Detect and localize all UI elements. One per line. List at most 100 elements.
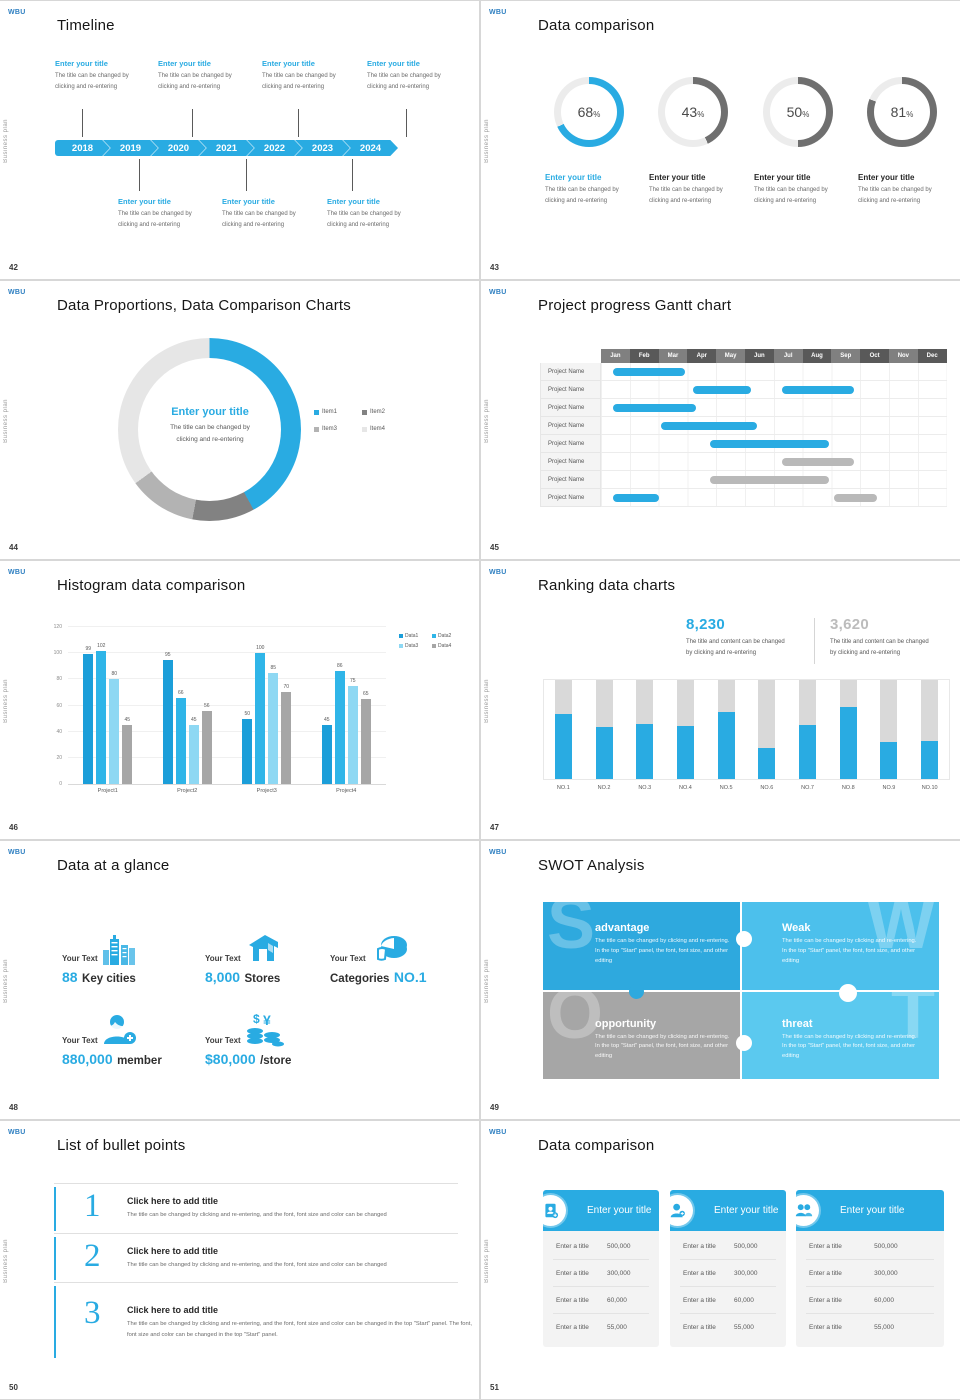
swot-body: The title can be changed by clicking and… <box>595 938 730 964</box>
ranking-fill <box>636 723 654 779</box>
puzzle-knob <box>839 984 857 1002</box>
side-label: Business plan <box>3 119 9 163</box>
bar-value-label: 65 <box>362 690 369 697</box>
card-header: Enter your title <box>662 1190 786 1231</box>
timeline-entry-title: Enter your title <box>118 197 171 206</box>
comparison-card: Enter your title Enter a title 500,000 Ente… <box>662 1190 786 1347</box>
bar-value-label: 45 <box>124 717 131 724</box>
slide-50-bullet-list[interactable]: WBU Business plan List of bullet points … <box>0 1121 479 1399</box>
x-category-label: Project3 <box>256 788 277 794</box>
list-item: 2 Click here to add title The title can be… <box>54 1233 458 1283</box>
timeline-year: 2019 <box>103 140 158 156</box>
timeline-year-row: 2018 2019 2020 2021 2022 2023 2024 <box>55 140 398 156</box>
gantt-header-row: Jan Feb Mar Apr May Jun Jul Aug Sep Oct Nov Dec <box>540 349 947 363</box>
row-value: 55,000 <box>607 1324 627 1331</box>
histogram-plot: 99 102 80 45 95 66 45 56 50 100 85 70 45 86 75 65 <box>68 626 386 785</box>
gantt-bar <box>612 368 685 376</box>
bar-value-label: 99 <box>85 646 92 653</box>
slide-46-histogram[interactable]: WBU Business plan Histogram data compari… <box>0 561 479 839</box>
slide-44-data-proportions[interactable]: WBU Business plan Data Proportions, Data… <box>0 281 479 559</box>
gantt-row-label: Project Name <box>540 363 601 381</box>
timeline-entry-title: Enter your title <box>367 59 420 68</box>
gantt-row-track <box>601 489 947 507</box>
legend-label: Data3 <box>405 643 419 649</box>
page-number: 45 <box>490 543 499 552</box>
page-number: 51 <box>490 1383 499 1392</box>
gantt-row-track <box>601 435 947 453</box>
card-row: Enter a title 300,000 <box>796 1260 944 1287</box>
slide-51-data-comparison-cards[interactable]: WBU Business plan Data comparison 51 Ent… <box>481 1121 960 1399</box>
slide-title: Data at a glance <box>57 857 170 874</box>
ranking-fill <box>717 711 735 779</box>
legend-swatch <box>399 644 403 648</box>
bar-value-label: 56 <box>203 702 210 709</box>
gantt-row-label: Project Name <box>540 417 601 435</box>
ranking-fill <box>554 713 572 779</box>
gantt-month-cell: Mar <box>658 349 688 363</box>
timeline-connector <box>192 109 193 137</box>
gantt-bar <box>693 386 751 394</box>
row-value: 60,000 <box>607 1297 627 1304</box>
timeline-entry-body: The title can be changed by clicking and … <box>367 73 441 91</box>
slide-45-gantt[interactable]: WBU Business plan Project progress Gantt… <box>481 281 960 559</box>
ranking-category-label: NO.8 <box>841 785 855 791</box>
histogram-bar <box>162 659 173 784</box>
card-row: Enter a title 55,000 <box>543 1314 659 1341</box>
bar-value-label: 70 <box>283 684 290 691</box>
card-title: Enter your title <box>714 1205 779 1216</box>
ranking-fill <box>921 741 939 779</box>
donut-body: The title can be changed by clicking and … <box>170 424 250 444</box>
slide-48-data-at-a-glance[interactable]: WBU Business plan Data at a glance 48 Yo… <box>0 841 479 1119</box>
ring-caption-title: Enter your title <box>858 173 915 182</box>
city-icon <box>102 933 138 965</box>
card-row: Enter a title 300,000 <box>543 1260 659 1287</box>
bar-value-label: 50 <box>244 710 251 717</box>
row-label: Enter a title <box>683 1270 716 1277</box>
slide-47-ranking[interactable]: WBU Business plan Ranking data charts 47… <box>481 561 960 839</box>
stat-value: 3,620 <box>830 616 870 633</box>
stat-block: Your Text $ ¥ $80,000 /store <box>205 1011 340 1069</box>
timeline-year: 2024 <box>343 140 398 156</box>
ranking-fill <box>839 706 857 779</box>
swot-heading: Weak <box>782 922 811 934</box>
legend-item: Data3 <box>399 643 432 649</box>
ranking-fill <box>758 748 776 779</box>
slide-title: Timeline <box>57 17 115 34</box>
card-row: Enter a title 60,000 <box>796 1287 944 1314</box>
slide-42-timeline[interactable]: WBU Business plan Timeline 42 2018 2019 20… <box>0 1 479 279</box>
histogram-bar <box>347 685 358 784</box>
histogram-bar <box>109 679 120 784</box>
percent-ring: 43% <box>658 77 728 147</box>
gridline <box>68 730 386 732</box>
histogram-bar <box>360 698 371 784</box>
stat-block: Your Text 880,000 member <box>62 1011 197 1069</box>
card-row: Enter a title 55,000 <box>796 1314 944 1341</box>
legend-item: Item2 <box>362 409 410 415</box>
gridline <box>68 678 386 680</box>
slide-43-data-comparison[interactable]: WBU Business plan Data comparison 43 68%… <box>481 1 960 279</box>
legend-item: Item3 <box>314 426 362 432</box>
slide-title: SWOT Analysis <box>538 857 645 874</box>
timeline-entry-body: The title can be changed by clicking and … <box>55 73 129 91</box>
stat-label: Your Text <box>62 954 98 963</box>
x-category-label: Project4 <box>336 788 357 794</box>
page-number: 49 <box>490 1103 499 1112</box>
side-label: Business plan <box>3 679 9 723</box>
bar-value-label: 100 <box>256 645 265 652</box>
ranking-category-label: NO.6 <box>760 785 774 791</box>
row-value: 300,000 <box>607 1270 631 1277</box>
brand-logo: WBU <box>489 569 507 576</box>
gantt-month-cell: Nov <box>888 349 918 363</box>
x-category-label: Project2 <box>177 788 198 794</box>
side-label: Business plan <box>484 679 490 723</box>
stat-header: Your Text <box>330 929 465 965</box>
timeline-entry-title: Enter your title <box>327 197 380 206</box>
stat-header: Your Text $ ¥ <box>205 1011 340 1047</box>
timeline-entry-below: Enter your title The title can be changed… <box>118 197 222 231</box>
item-heading: Click here to add title <box>127 1305 219 1315</box>
row-label: Enter a title <box>556 1297 589 1304</box>
slide-title: Histogram data comparison <box>57 577 246 594</box>
ranking-category-label: NO.1 <box>556 785 570 791</box>
